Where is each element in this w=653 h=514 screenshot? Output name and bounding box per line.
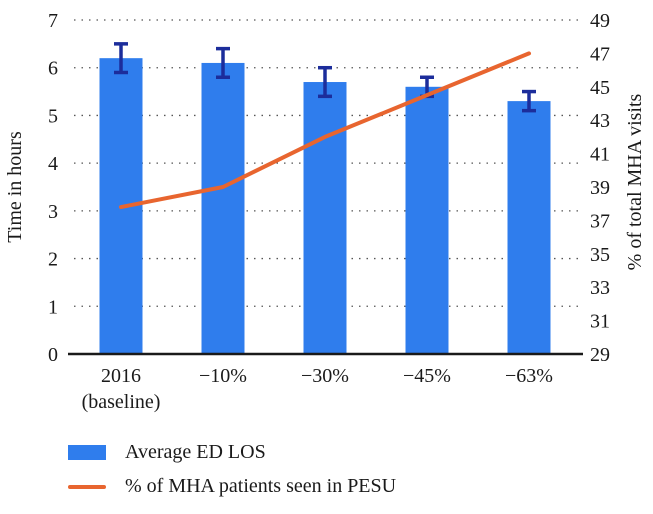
- y-tick-label-left: 7: [48, 10, 58, 32]
- legend-label-line: % of MHA patients seen in PESU: [125, 475, 397, 497]
- legend-label-bars: Average ED LOS: [125, 441, 266, 463]
- y-tick-label-left: 6: [48, 58, 58, 80]
- y-tick-label-left: 3: [48, 201, 58, 223]
- bar-series-swatch: [68, 445, 106, 460]
- y-tick-label-right: 49: [590, 10, 610, 32]
- x-tick-label: −63%: [505, 365, 553, 387]
- x-tick-label: 2016: [101, 365, 141, 387]
- legend-item-line: % of MHA patients seen in PESU: [68, 475, 396, 498]
- y-tick-label-left: 4: [48, 153, 58, 175]
- y-tick-label-right: 41: [590, 144, 610, 166]
- y-tick-label-right: 35: [590, 244, 610, 266]
- y-tick-label-right: 45: [590, 77, 610, 99]
- y-tick-label-left: 2: [48, 249, 58, 271]
- y-tick-label-right: 29: [590, 344, 610, 366]
- x-tick-label: −10%: [199, 365, 247, 387]
- y-tick-label-right: 39: [590, 177, 610, 199]
- right-axis-title: % of total MHA visits: [624, 93, 646, 270]
- y-tick-label-left: 0: [48, 344, 58, 366]
- bar: [405, 86, 449, 355]
- y-tick-label-right: 31: [590, 311, 610, 333]
- chart-canvas: 0123456729313335373941434547492016(basel…: [4, 10, 646, 413]
- x-tick-label: −30%: [301, 365, 349, 387]
- y-tick-label-right: 37: [590, 210, 610, 232]
- legend: Average ED LOS % of MHA patients seen in…: [68, 441, 396, 498]
- x-tick-label: (baseline): [82, 391, 161, 413]
- y-tick-label-left: 1: [48, 296, 58, 318]
- bar: [507, 101, 551, 354]
- bar: [303, 82, 347, 355]
- left-axis-title: Time in hours: [4, 131, 26, 243]
- y-tick-label-right: 43: [590, 110, 610, 132]
- x-tick-label: −45%: [403, 365, 451, 387]
- y-tick-label-right: 47: [590, 43, 610, 65]
- bar: [201, 62, 245, 354]
- line-series-swatch: [68, 484, 106, 489]
- legend-item-bars: Average ED LOS: [68, 441, 396, 464]
- trend-line: [119, 51, 531, 210]
- y-tick-label-left: 5: [48, 105, 58, 127]
- y-tick-label-right: 33: [590, 277, 610, 299]
